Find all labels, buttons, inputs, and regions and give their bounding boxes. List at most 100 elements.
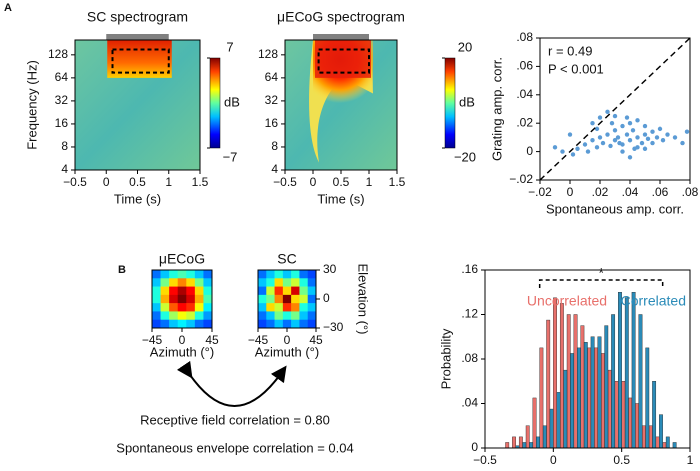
point bbox=[612, 128, 618, 133]
bar bbox=[652, 381, 657, 449]
cell bbox=[266, 319, 275, 329]
spectrogram-image bbox=[315, 40, 371, 78]
bar bbox=[607, 369, 612, 449]
stimulus-bar bbox=[106, 34, 169, 40]
cell bbox=[160, 278, 170, 287]
point bbox=[567, 132, 573, 137]
cell bbox=[282, 278, 292, 287]
bar bbox=[546, 319, 551, 449]
cell bbox=[194, 278, 204, 287]
point bbox=[582, 142, 588, 147]
cell bbox=[266, 303, 275, 312]
cell bbox=[194, 303, 204, 312]
y-tick-label: 30 bbox=[323, 262, 337, 276]
bar bbox=[628, 397, 633, 449]
y-tick-label: 128 bbox=[48, 47, 68, 61]
cell bbox=[152, 286, 161, 296]
point bbox=[642, 132, 648, 137]
panel-label: B bbox=[118, 264, 126, 276]
cell bbox=[307, 270, 317, 279]
cell bbox=[258, 319, 267, 329]
point bbox=[597, 115, 603, 120]
cell bbox=[177, 278, 187, 287]
bar bbox=[573, 314, 578, 449]
bar bbox=[635, 403, 639, 449]
point bbox=[600, 140, 606, 146]
point bbox=[608, 143, 613, 149]
cell bbox=[258, 270, 267, 279]
cell bbox=[203, 286, 213, 296]
bar bbox=[580, 325, 585, 449]
colorbar-tick-label: 7 bbox=[226, 39, 233, 54]
point bbox=[650, 140, 655, 146]
note: Receptive field correlation = 0.80 bbox=[140, 412, 330, 427]
cell bbox=[274, 270, 284, 279]
cell bbox=[203, 270, 213, 279]
plot-frame bbox=[151, 269, 213, 329]
point bbox=[585, 149, 591, 154]
bar bbox=[621, 381, 626, 449]
x-tick-label: 1.5 bbox=[389, 175, 406, 189]
chart-title: SC bbox=[277, 251, 296, 267]
bar bbox=[536, 436, 540, 449]
bar bbox=[631, 292, 636, 449]
cell bbox=[307, 286, 317, 296]
bar bbox=[512, 436, 516, 449]
significance-bracket bbox=[538, 279, 664, 288]
cell bbox=[274, 294, 284, 304]
cell bbox=[160, 311, 170, 321]
y-axis-label: Frequency (Hz) bbox=[24, 60, 39, 150]
point bbox=[575, 146, 580, 151]
cell bbox=[160, 286, 170, 296]
x-tick-label: 0 bbox=[550, 453, 557, 467]
bar bbox=[597, 336, 602, 449]
plot-frame bbox=[484, 269, 691, 449]
cell bbox=[186, 294, 196, 304]
x-axis-label: Time (s) bbox=[317, 191, 364, 206]
point bbox=[627, 155, 633, 160]
x-tick-label: 0 bbox=[284, 333, 291, 347]
point bbox=[680, 140, 685, 146]
x-tick-label: .06 bbox=[652, 185, 669, 199]
bar bbox=[583, 342, 588, 449]
point bbox=[612, 113, 618, 119]
cell bbox=[186, 278, 196, 287]
x-axis-label: Spontaneous amp. corr. bbox=[546, 201, 684, 216]
cell bbox=[274, 319, 284, 329]
x-tick-label: −0.5 bbox=[63, 175, 87, 189]
bar bbox=[553, 297, 557, 449]
plot-frame bbox=[257, 269, 317, 329]
bar bbox=[587, 347, 592, 449]
y-tick-label: 4 bbox=[271, 162, 278, 176]
cell bbox=[152, 319, 161, 329]
cell bbox=[160, 294, 170, 304]
cell bbox=[274, 286, 284, 296]
annotation: r = 0.49 bbox=[548, 43, 592, 58]
panel-label: A bbox=[4, 2, 12, 14]
plot-frame bbox=[74, 39, 201, 171]
cell bbox=[177, 294, 187, 304]
bar bbox=[577, 347, 581, 449]
point bbox=[642, 146, 648, 151]
cell bbox=[266, 294, 275, 304]
y-tick-label: 0 bbox=[323, 291, 330, 305]
cell bbox=[177, 303, 187, 312]
x-tick-label: −.02 bbox=[528, 185, 552, 199]
point bbox=[570, 152, 576, 157]
y-tick-label: .04 bbox=[461, 396, 478, 410]
cell bbox=[291, 270, 300, 279]
cell bbox=[152, 303, 161, 312]
cell bbox=[282, 286, 292, 296]
identity-line bbox=[539, 37, 691, 181]
cell bbox=[203, 278, 213, 287]
point bbox=[617, 140, 622, 146]
cell bbox=[186, 303, 196, 312]
cell bbox=[203, 319, 213, 329]
point bbox=[605, 109, 610, 115]
cell bbox=[194, 294, 204, 304]
cell bbox=[299, 286, 309, 296]
cell bbox=[274, 303, 284, 312]
cell bbox=[299, 278, 309, 287]
bar bbox=[570, 353, 575, 449]
